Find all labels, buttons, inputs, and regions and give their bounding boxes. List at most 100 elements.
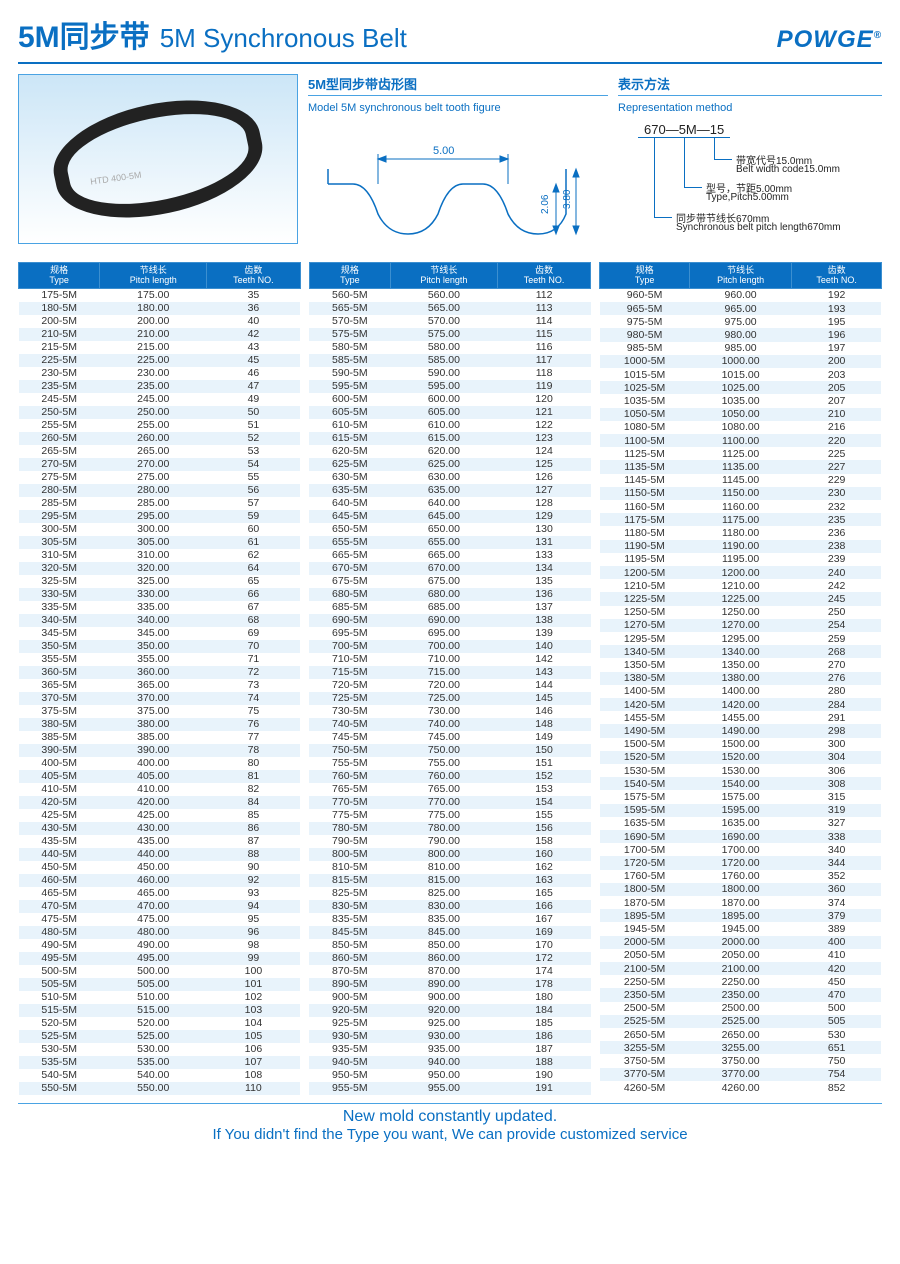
table-row: 215-5M215.0043 [19, 341, 301, 354]
table-row: 1100-5M1100.00220 [600, 434, 882, 447]
table-row: 335-5M335.0067 [19, 601, 301, 614]
table-row: 965-5M965.00193 [600, 302, 882, 315]
table-row: 1400-5M1400.00280 [600, 685, 882, 698]
table-row: 645-5M645.00129 [309, 510, 591, 523]
table-row: 200-5M200.0040 [19, 315, 301, 328]
table-row: 435-5M435.0087 [19, 835, 301, 848]
table-row: 350-5M350.0070 [19, 640, 301, 653]
table-row: 775-5M775.00155 [309, 809, 591, 822]
table-row: 845-5M845.00169 [309, 926, 591, 939]
table-row: 1050-5M1050.00210 [600, 408, 882, 421]
table-row: 1700-5M1700.00340 [600, 843, 882, 856]
table-row: 285-5M285.0057 [19, 497, 301, 510]
table-row: 4260-5M4260.00852 [600, 1081, 882, 1095]
table-row: 1520-5M1520.00304 [600, 751, 882, 764]
table-row: 1690-5M1690.00338 [600, 830, 882, 843]
table-row: 230-5M230.0046 [19, 367, 301, 380]
table-row: 475-5M475.0095 [19, 913, 301, 926]
table-row: 900-5M900.00180 [309, 991, 591, 1004]
table-row: 510-5M510.00102 [19, 991, 301, 1004]
table-row: 405-5M405.0081 [19, 770, 301, 783]
table-row: 935-5M935.00187 [309, 1043, 591, 1056]
table-row: 1080-5M1080.00216 [600, 421, 882, 434]
table-row: 640-5M640.00128 [309, 497, 591, 510]
table-row: 980-5M980.00196 [600, 328, 882, 341]
table-row: 515-5M515.00103 [19, 1004, 301, 1017]
footer: New mold constantly updated. If You didn… [18, 1103, 882, 1143]
table-row: 675-5M675.00135 [309, 575, 591, 588]
table-row: 1175-5M1175.00235 [600, 513, 882, 526]
svg-text:2.06: 2.06 [540, 194, 551, 214]
table-row: 3255-5M3255.00651 [600, 1041, 882, 1054]
table-row: 780-5M780.00156 [309, 822, 591, 835]
table-row: 180-5M180.0036 [19, 302, 301, 315]
table-row: 550-5M550.00110 [19, 1082, 301, 1095]
table-row: 930-5M930.00186 [309, 1030, 591, 1043]
table-row: 2650-5M2650.00530 [600, 1028, 882, 1041]
table-row: 650-5M650.00130 [309, 523, 591, 536]
table-row: 265-5M265.0053 [19, 445, 301, 458]
table-row: 1035-5M1035.00207 [600, 394, 882, 407]
tooth-profile-svg: 5.00 2.06 3.80 [308, 114, 598, 244]
table-row: 825-5M825.00165 [309, 887, 591, 900]
table-row: 890-5M890.00178 [309, 978, 591, 991]
table-row: 1595-5M1595.00319 [600, 804, 882, 817]
footer-line-1: New mold constantly updated. [18, 1108, 882, 1126]
spec-table-3: 规格Type 节线长Pitch length 齿数Teeth NO. 960-5… [599, 262, 882, 1095]
table-row: 380-5M380.0076 [19, 718, 301, 731]
table-row: 270-5M270.0054 [19, 458, 301, 471]
table-row: 450-5M450.0090 [19, 861, 301, 874]
table-row: 490-5M490.0098 [19, 939, 301, 952]
table-row: 770-5M770.00154 [309, 796, 591, 809]
table-row: 600-5M600.00120 [309, 393, 591, 406]
table-row: 2100-5M2100.00420 [600, 962, 882, 975]
table-row: 1160-5M1160.00232 [600, 500, 882, 513]
table-row: 810-5M810.00162 [309, 861, 591, 874]
table-row: 985-5M985.00197 [600, 342, 882, 355]
table-row: 260-5M260.0052 [19, 432, 301, 445]
table-row: 540-5M540.00108 [19, 1069, 301, 1082]
table-row: 390-5M390.0078 [19, 744, 301, 757]
table-row: 835-5M835.00167 [309, 913, 591, 926]
rep-title-en: Representation method [618, 102, 882, 114]
table-row: 1190-5M1190.00238 [600, 540, 882, 553]
table-row: 360-5M360.0072 [19, 666, 301, 679]
tooth-title-cn: 5M型同步带齿形图 [308, 74, 417, 93]
table-row: 1295-5M1295.00259 [600, 632, 882, 645]
table-row: 685-5M685.00137 [309, 601, 591, 614]
table-row: 595-5M595.00119 [309, 380, 591, 393]
table-row: 1180-5M1180.00236 [600, 526, 882, 539]
table-row: 1380-5M1380.00276 [600, 672, 882, 685]
table-row: 590-5M590.00118 [309, 367, 591, 380]
table-row: 800-5M800.00160 [309, 848, 591, 861]
table-row: 1490-5M1490.00298 [600, 724, 882, 737]
table-row: 1210-5M1210.00242 [600, 579, 882, 592]
table-row: 1125-5M1125.00225 [600, 447, 882, 460]
product-photo [18, 74, 298, 244]
table-row: 670-5M670.00134 [309, 562, 591, 575]
table-row: 720-5M720.00144 [309, 679, 591, 692]
table-row: 690-5M690.00138 [309, 614, 591, 627]
table-row: 1540-5M1540.00308 [600, 777, 882, 790]
table-row: 1455-5M1455.00291 [600, 711, 882, 724]
table-row: 365-5M365.0073 [19, 679, 301, 692]
table-row: 1250-5M1250.00250 [600, 606, 882, 619]
rep-l2-en: Type,Pitch5.00mm [706, 192, 789, 203]
table-row: 570-5M570.00114 [309, 315, 591, 328]
table-row: 750-5M750.00150 [309, 744, 591, 757]
table-row: 385-5M385.0077 [19, 731, 301, 744]
rep-l3-en: Synchronous belt pitch length670mm [676, 222, 841, 233]
table-row: 920-5M920.00184 [309, 1004, 591, 1017]
table-row: 370-5M370.0074 [19, 692, 301, 705]
table-row: 225-5M225.0045 [19, 354, 301, 367]
table-row: 1025-5M1025.00205 [600, 381, 882, 394]
table-row: 3770-5M3770.00754 [600, 1068, 882, 1081]
spec-table-2: 规格Type 节线长Pitch length 齿数Teeth NO. 560-5… [309, 262, 592, 1095]
table-row: 1200-5M1200.00240 [600, 566, 882, 579]
table-row: 520-5M520.00104 [19, 1017, 301, 1030]
table-row: 1350-5M1350.00270 [600, 658, 882, 671]
table-row: 715-5M715.00143 [309, 666, 591, 679]
table-row: 850-5M850.00170 [309, 939, 591, 952]
table-row: 320-5M320.0064 [19, 562, 301, 575]
table-row: 975-5M975.00195 [600, 315, 882, 328]
